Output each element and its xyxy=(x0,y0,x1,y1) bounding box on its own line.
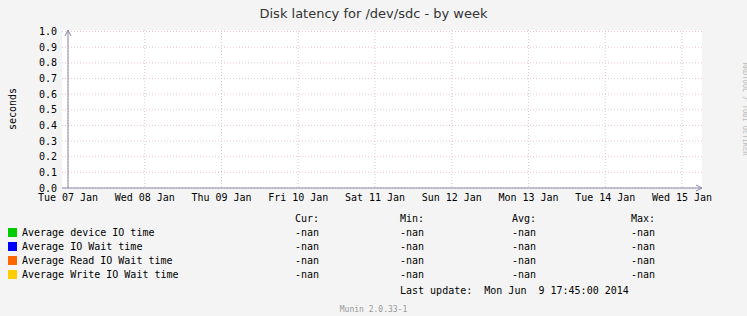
grid-line-x xyxy=(144,30,145,188)
grid-line-y xyxy=(62,47,702,48)
legend-label: Average Read IO Wait time xyxy=(22,255,173,266)
x-tick-label: Wed 15 Jan xyxy=(652,192,712,203)
table-value: -nan xyxy=(631,227,655,238)
grid-line-x xyxy=(682,30,683,188)
y-tick-label: 0.4 xyxy=(39,120,57,131)
x-tick-label: Sun 12 Jan xyxy=(422,192,482,203)
plot-area xyxy=(62,30,702,188)
table-value: -nan xyxy=(512,227,536,238)
grid xyxy=(62,30,702,188)
y-tick-label: 0.7 xyxy=(39,73,57,84)
y-axis-label: seconds xyxy=(7,88,18,130)
table-value: -nan xyxy=(400,255,424,266)
y-tick-label: 0.6 xyxy=(39,89,57,100)
grid-line-y xyxy=(62,125,702,126)
table-header: Avg: xyxy=(512,213,536,224)
legend-label: Average Write IO Wait time xyxy=(22,269,179,280)
legend-swatch xyxy=(8,242,17,251)
table-value: -nan xyxy=(512,255,536,266)
grid-line-y xyxy=(62,188,702,189)
legend-swatch xyxy=(8,228,17,237)
table-value: -nan xyxy=(512,241,536,252)
grid-line-y xyxy=(62,172,702,173)
x-tick-label: Thu 09 Jan xyxy=(191,192,251,203)
grid-line-y xyxy=(62,109,702,110)
y-tick-label: 1.0 xyxy=(39,26,57,37)
chart: Disk latency for /dev/sdc - by week0.00.… xyxy=(0,0,747,316)
title: Disk latency for /dev/sdc - by week xyxy=(259,6,487,21)
x-tick-label: Sat 11 Jan xyxy=(345,192,405,203)
grid-line-x xyxy=(528,30,529,188)
legend-label: Average device IO time xyxy=(22,227,154,238)
x-axis xyxy=(62,188,702,189)
table-value: -nan xyxy=(400,241,424,252)
table-header: Min: xyxy=(400,213,424,224)
grid-line-y xyxy=(62,78,702,79)
table-header: Max: xyxy=(631,213,655,224)
table-value: -nan xyxy=(631,269,655,280)
grid-line-y xyxy=(62,141,702,142)
grid-line-x xyxy=(451,30,452,188)
x-tick-label: Mon 13 Jan xyxy=(498,192,558,203)
y-axis xyxy=(68,30,69,188)
grid-line-x xyxy=(605,30,606,188)
y-tick-label: 0.2 xyxy=(39,151,57,162)
table-value: -nan xyxy=(400,269,424,280)
legend-label: Average IO Wait time xyxy=(22,241,142,252)
footer: Munin 2.0.33-1 xyxy=(340,305,408,314)
grid-line-y xyxy=(62,156,702,157)
table-value: -nan xyxy=(295,255,319,266)
table-value: -nan xyxy=(295,227,319,238)
table-value: -nan xyxy=(295,241,319,252)
y-tick-label: 0.5 xyxy=(39,104,57,115)
grid-line-x xyxy=(375,30,376,188)
y-tick-label: 0.8 xyxy=(39,57,57,68)
table-header: Cur: xyxy=(295,213,319,224)
last-update: Last update: Mon Jun 9 17:45:00 2014 xyxy=(400,285,629,296)
table-value: -nan xyxy=(400,227,424,238)
table-value: -nan xyxy=(295,269,319,280)
table-value: -nan xyxy=(631,255,655,266)
watermark: RRDTOOL / TOBI OETIKER xyxy=(741,63,747,157)
x-tick-label: Wed 08 Jan xyxy=(115,192,175,203)
grid-line-x xyxy=(221,30,222,188)
y-tick-label: 0.3 xyxy=(39,136,57,147)
y-tick-label: 0.9 xyxy=(39,42,57,53)
legend-swatch xyxy=(8,270,17,279)
legend-swatch xyxy=(8,256,17,265)
grid-line-x xyxy=(68,30,69,188)
x-tick-label: Fri 10 Jan xyxy=(268,192,328,203)
grid-line-x xyxy=(298,30,299,188)
table-value: -nan xyxy=(512,269,536,280)
table-value: -nan xyxy=(631,241,655,252)
x-tick-label: Tue 07 Jan xyxy=(38,192,98,203)
grid-line-y xyxy=(62,94,702,95)
grid-line-y xyxy=(62,31,702,32)
y-tick-label: 0.1 xyxy=(39,167,57,178)
grid-line-y xyxy=(62,62,702,63)
x-tick-label: Tue 14 Jan xyxy=(575,192,635,203)
